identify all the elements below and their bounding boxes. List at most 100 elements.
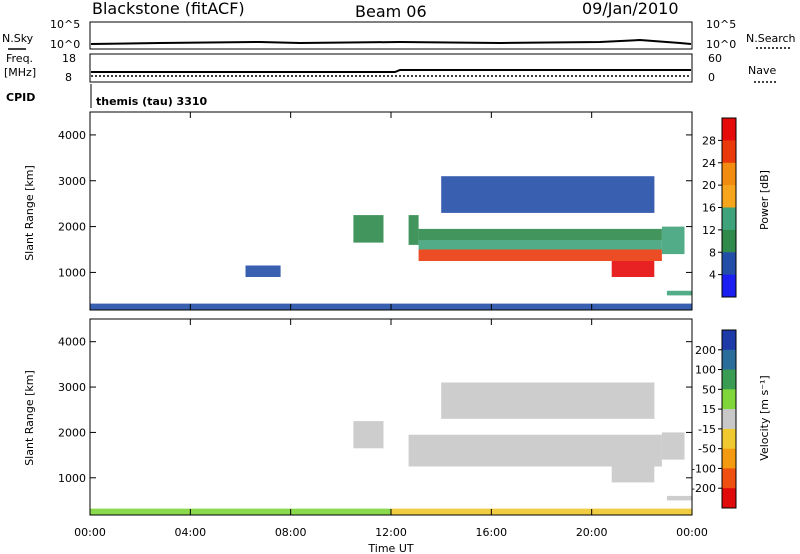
colorbar-tick-label: 24	[702, 157, 716, 170]
data-region	[90, 508, 391, 515]
velocity-data-cells	[90, 382, 692, 515]
colorbar-segment	[722, 349, 736, 371]
colorbar-segment	[722, 448, 736, 469]
nsky-label: N.Sky	[2, 32, 34, 45]
nsearch-label: N.Search	[746, 32, 796, 45]
colorbar-segment	[722, 229, 736, 253]
nave-tick-bottom: 0	[708, 71, 715, 84]
colorbar-tick-label: -50	[698, 443, 716, 456]
noise-left-tick-bottom: 10^0	[50, 38, 80, 51]
colorbar-tick-label: 50	[702, 383, 716, 396]
power-panel: 1000 2000 3000 4000 Slant Range [km] 4 8 12 16…	[23, 111, 771, 311]
station-title: Blackstone (fitACF)	[92, 0, 245, 18]
colorbar-frame	[721, 329, 737, 509]
data-region	[611, 261, 655, 277]
colorbar-segment	[722, 468, 736, 489]
colorbar-tick-label: 15	[702, 403, 716, 416]
colorbar-segment	[722, 140, 736, 164]
colorbar-segment	[722, 118, 736, 141]
y-tick-label: 3000	[58, 175, 86, 188]
y-tick-label: 1000	[58, 472, 86, 485]
freq-panel-frame	[89, 53, 693, 83]
data-region	[353, 421, 384, 449]
data-region	[245, 265, 281, 277]
x-tick-label: 04:00	[174, 526, 206, 539]
colorbar-segment	[722, 330, 736, 351]
cpid-label: CPID	[6, 91, 35, 104]
data-region	[418, 240, 662, 250]
colorbar-tick-label: 16	[702, 202, 716, 215]
y-tick-label: 4000	[58, 336, 86, 349]
freq-tick-top: 18	[62, 52, 76, 65]
velocity-colorbar-label: Velocity [m s⁻¹]	[758, 375, 771, 460]
data-region	[441, 176, 655, 213]
colorbar-segment	[722, 428, 736, 450]
power-colorbar: 4 8 12 16 20 24 28	[702, 117, 737, 298]
nave-tick-top: 60	[708, 52, 722, 65]
velocity-y-axis: 1000 2000 3000 4000	[58, 336, 692, 485]
colorbar-segment	[722, 369, 736, 390]
x-tick-label: 12:00	[375, 526, 407, 539]
data-region	[408, 215, 419, 245]
data-region	[666, 290, 692, 296]
noise-panel-frame	[89, 21, 693, 50]
power-colorbar-label: Power [dB]	[758, 170, 771, 230]
velocity-ylabel: Slant Range [km]	[23, 370, 36, 466]
colorbar-segment	[722, 488, 736, 509]
colorbar-tick-label: 100	[695, 364, 716, 377]
colorbar-segment	[722, 162, 736, 186]
freq-label-bottom: [MHz]	[4, 66, 36, 79]
colorbar-tick-label: -100	[691, 462, 716, 475]
data-region	[408, 434, 662, 467]
x-axis-label: Time UT	[367, 542, 413, 554]
colorbar-tick-label: 200	[695, 344, 716, 357]
freq-trace	[91, 69, 691, 73]
noise-right-tick-bottom: 10^0	[706, 38, 736, 51]
data-region	[661, 432, 685, 460]
nave-label: Nave	[748, 64, 776, 77]
colorbar-tick-label: -15	[698, 423, 716, 436]
noise-left-tick-top: 10^5	[50, 18, 80, 31]
beam-title: Beam 06	[355, 2, 427, 21]
y-tick-label: 4000	[58, 129, 86, 142]
y-tick-label: 1000	[58, 266, 86, 279]
y-tick-label: 2000	[58, 221, 86, 234]
colorbar-tick-label: 8	[709, 246, 716, 259]
colorbar-segment	[722, 207, 736, 231]
power-y-axis: 1000 2000 3000 4000	[58, 129, 692, 279]
colorbar-tick-label: 12	[702, 224, 716, 237]
time-x-axis: 00:00 04:00 08:00 12:00 16:00 20:00 00:00	[74, 112, 708, 539]
x-tick-label: 20:00	[576, 526, 608, 539]
colorbar-segment	[722, 185, 736, 208]
power-data-cells	[90, 176, 692, 310]
data-region	[611, 466, 655, 483]
data-region	[418, 228, 662, 241]
x-tick-label: 08:00	[275, 526, 307, 539]
colorbar-segment	[722, 274, 736, 298]
data-region	[353, 215, 384, 243]
y-tick-label: 3000	[58, 381, 86, 394]
cpid-text: themis (tau) 3310	[96, 95, 208, 108]
colorbar-tick-label: 4	[709, 269, 716, 282]
colorbar-segment	[722, 409, 736, 430]
freq-label-top: Freq.	[6, 52, 33, 65]
data-region	[441, 382, 655, 419]
colorbar-segment	[722, 252, 736, 276]
noise-right-tick-top: 10^5	[706, 18, 736, 31]
date-title: 09/Jan/2010	[582, 0, 679, 18]
noise-trace	[90, 38, 692, 45]
colorbar-tick-label: -200	[691, 482, 716, 495]
data-region	[661, 226, 685, 255]
colorbar-segment	[722, 389, 736, 410]
data-region	[666, 495, 692, 501]
x-tick-label: 00:00	[74, 526, 106, 539]
y-tick-label: 2000	[58, 426, 86, 439]
freq-tick-bottom: 8	[65, 71, 72, 84]
power-ylabel: Slant Range [km]	[23, 165, 36, 261]
velocity-colorbar: 200 100 50 15 -15 -50 -100 -200	[691, 329, 737, 509]
data-region	[418, 249, 662, 261]
colorbar-tick-label: 28	[702, 134, 716, 147]
x-tick-label: 16:00	[475, 526, 507, 539]
